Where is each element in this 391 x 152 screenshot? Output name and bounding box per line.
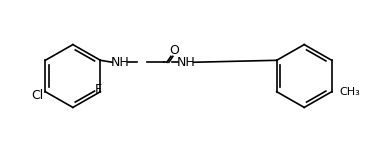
Text: Cl: Cl xyxy=(31,89,43,102)
Text: F: F xyxy=(95,83,102,96)
Text: CH₃: CH₃ xyxy=(340,87,361,97)
Text: NH: NH xyxy=(176,56,195,69)
Text: O: O xyxy=(169,44,179,57)
Text: NH: NH xyxy=(111,56,130,69)
